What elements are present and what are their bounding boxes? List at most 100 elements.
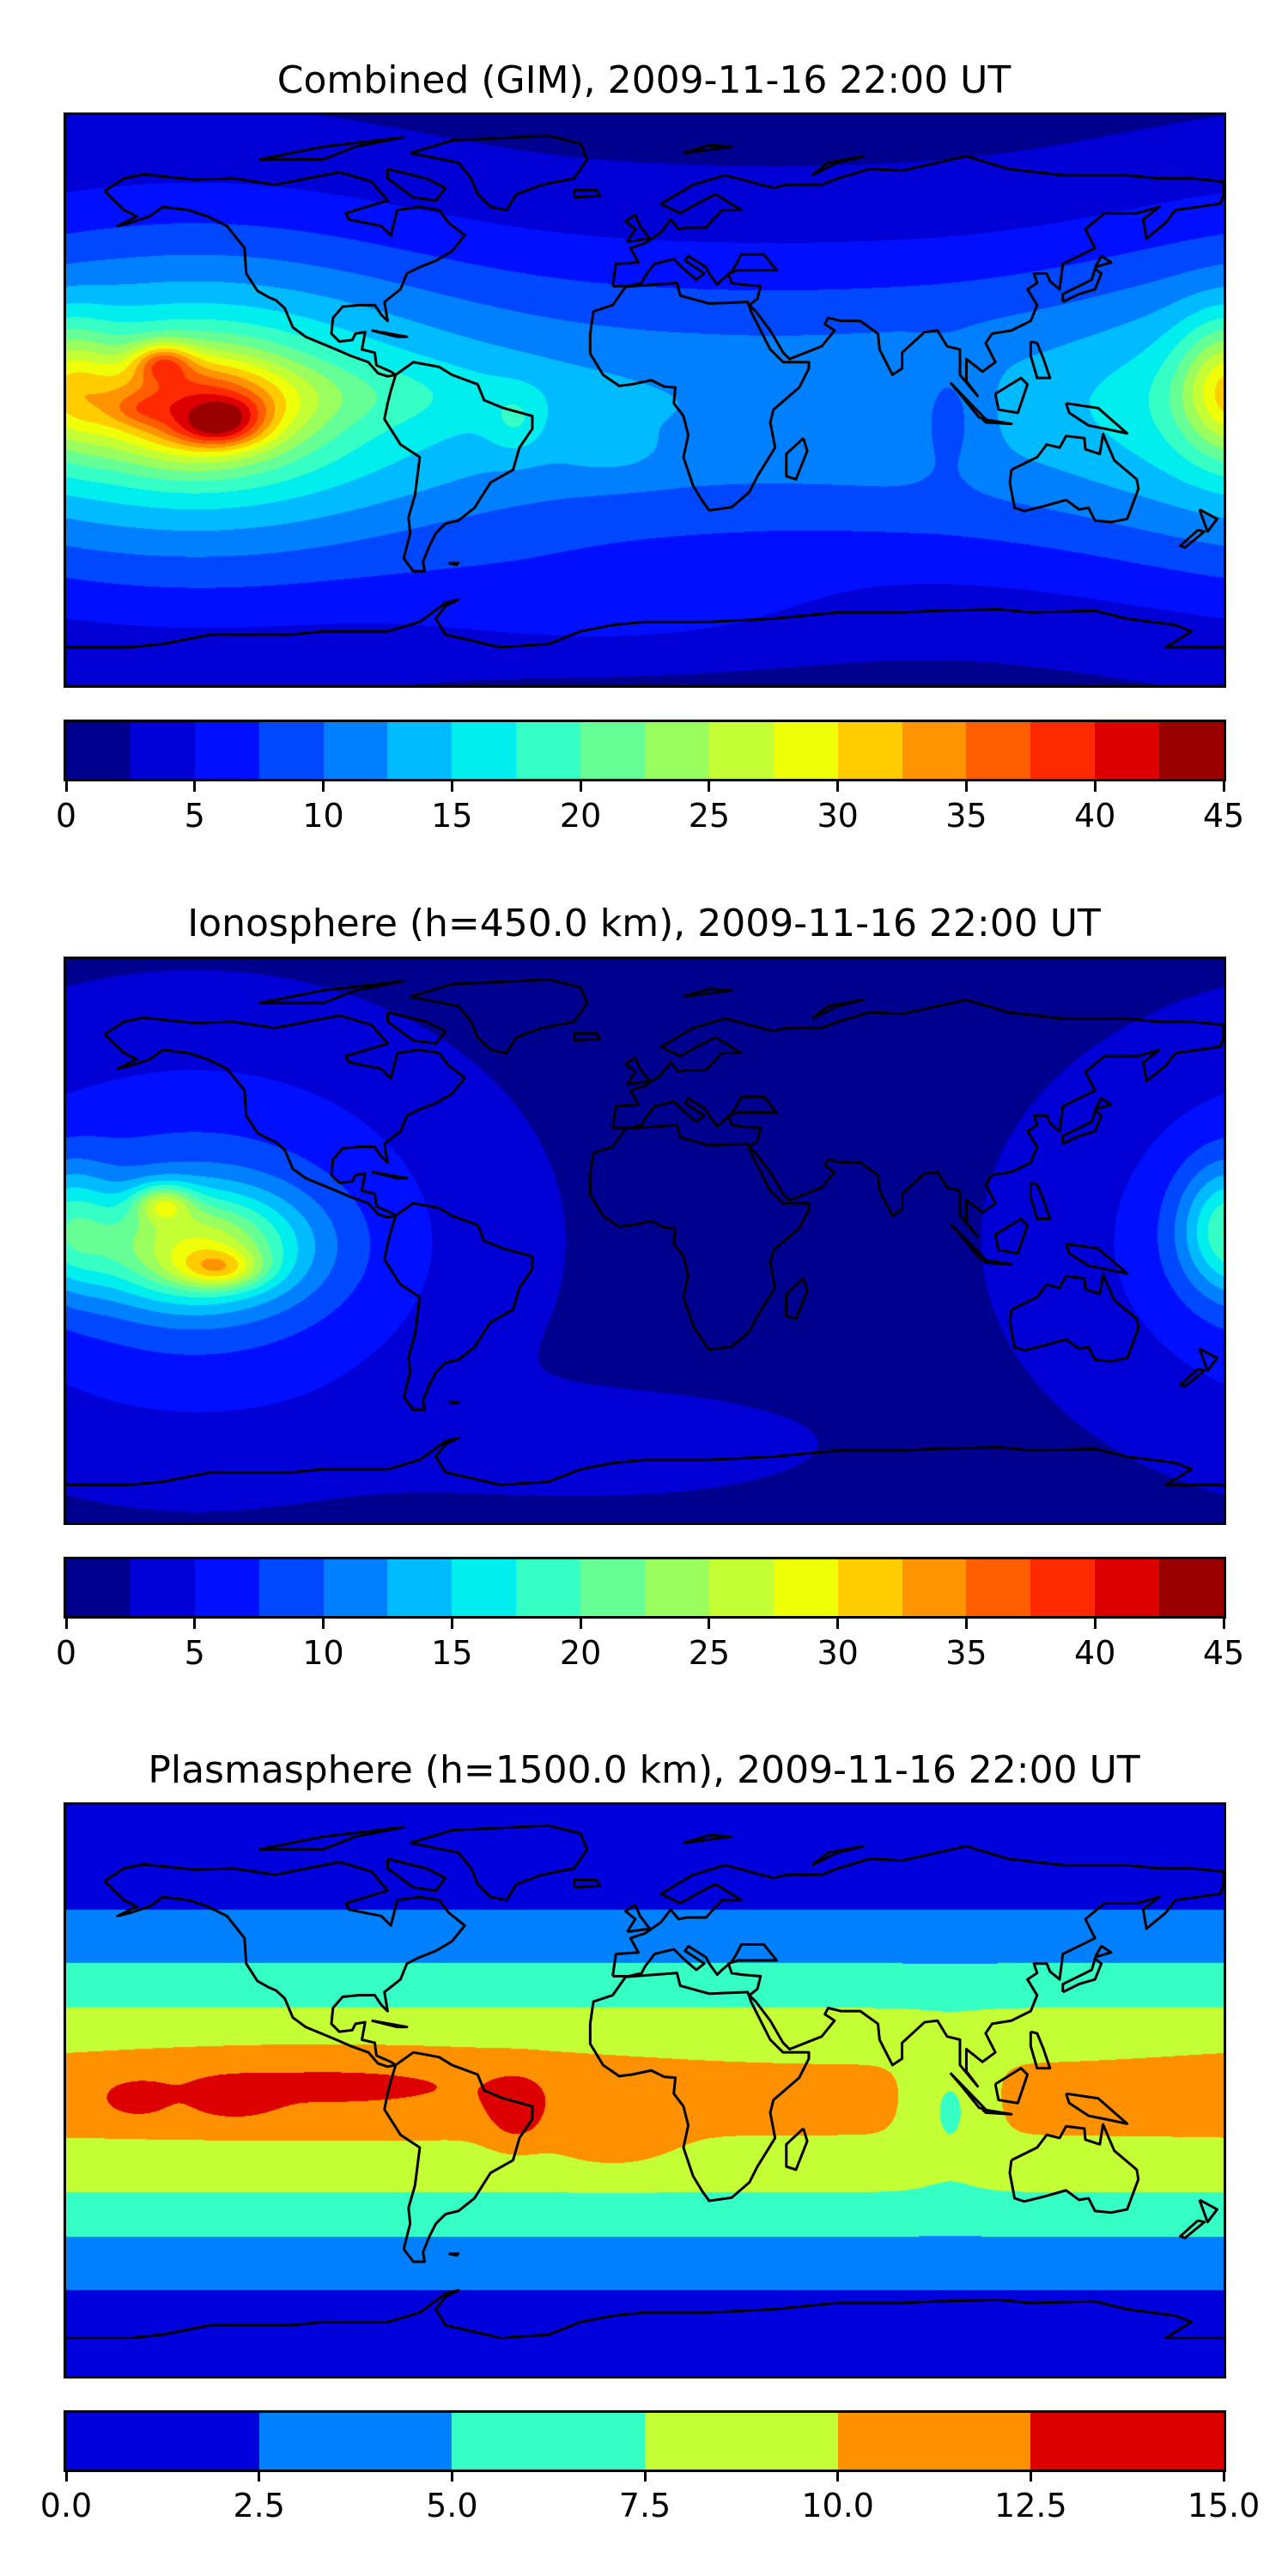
colorbar-level-11	[773, 722, 838, 779]
coastlines	[66, 1805, 1224, 2376]
tick-mark	[1093, 1617, 1097, 1629]
tick-mark	[64, 1617, 68, 1629]
tick-label: 0	[55, 797, 77, 835]
coastline-arctic-islands	[259, 981, 404, 1004]
tick-label: 5.0	[426, 2487, 478, 2524]
tick-mark	[579, 1617, 582, 1629]
coastline-cuba	[372, 1172, 407, 1178]
plasmasphere-tec-map	[64, 1802, 1226, 2379]
coastline-falklands	[449, 1401, 459, 1403]
tick-label: 7.5	[618, 2487, 671, 2524]
colorbar-level-1	[130, 722, 195, 779]
coastline-eurasia	[613, 156, 1224, 396]
coastline-nz-south	[1180, 1369, 1204, 1386]
colorbar-level-9	[645, 722, 709, 779]
colorbar-level-5	[1030, 2413, 1224, 2470]
tick-mark	[964, 1617, 968, 1629]
tick-mark	[708, 1617, 711, 1629]
coastline-nz-north	[1200, 2200, 1218, 2222]
colorbar-level-13	[902, 1559, 967, 1616]
tick-label: 0.0	[39, 2487, 93, 2524]
tick-mark	[1222, 780, 1225, 792]
coastline-cuba	[372, 331, 407, 337]
coastline-antarctica	[66, 2290, 1224, 2337]
tick-label: 15	[431, 1634, 473, 1672]
colorbar-level-4	[323, 722, 388, 779]
coastline-java	[982, 1260, 1012, 1264]
colorbar-level-16	[1095, 1559, 1160, 1616]
coastline-falklands	[449, 563, 459, 565]
tick-label: 2.5	[233, 2487, 285, 2524]
tick-mark	[450, 780, 453, 792]
coastline-java	[982, 419, 1012, 424]
coastline-new-guinea	[1066, 2093, 1127, 2123]
tick-mark	[708, 780, 711, 792]
ionosphere-map-title: Ionosphere (h=450.0 km), 2009-11-16 22:0…	[187, 902, 1101, 945]
ionosphere-colorbar-ticks: 0 5 10 15 20 25 30 35 40 45	[56, 1617, 1244, 1677]
ionosphere-contour-fill	[66, 959, 1224, 1522]
colorbar-level-10	[708, 722, 774, 779]
colorbar-level-17	[1159, 1559, 1224, 1616]
plasmasphere-colorbar-ticks: 0.0 2.5 5.0 7.5 10.0 12.5 15.0	[40, 2470, 1260, 2530]
tick-label: 45	[1202, 797, 1245, 835]
coastline-south-america	[385, 1203, 532, 1410]
coastline-uk	[626, 1058, 650, 1084]
coastline-south-america	[385, 2052, 532, 2262]
combined-colorbar-ticks: 0 5 10 15 20 25 30 35 40 45	[56, 780, 1244, 840]
coastline-new-guinea	[1066, 1244, 1127, 1274]
ionosphere-tec-map	[64, 957, 1226, 1525]
combined-tec-map	[64, 112, 1226, 688]
coastline-falklands	[449, 2253, 459, 2255]
colorbar-level-5	[387, 1559, 453, 1616]
colorbar-level-16	[1095, 722, 1160, 779]
coastline-uk	[626, 215, 650, 241]
coastline-philippines	[1030, 1183, 1049, 1219]
coastline-iceland	[574, 1880, 600, 1887]
tick-label: 40	[1074, 797, 1116, 835]
coastline-novaya-zemlya	[812, 156, 864, 175]
combined-map-title: Combined (GIM), 2009-11-16 22:00 UT	[276, 58, 1012, 102]
tick-mark	[836, 1617, 840, 1629]
tick-mark	[450, 1617, 453, 1629]
colorbar-level-1	[130, 1559, 195, 1616]
plasmasphere-map-title: Plasmasphere (h=1500.0 km), 2009-11-16 2…	[148, 1748, 1140, 1792]
tick-label: 10	[302, 797, 344, 835]
tick-mark	[579, 780, 582, 792]
coastline-iceland	[574, 190, 600, 197]
coastline-japan	[1063, 269, 1102, 302]
colorbar-level-3	[258, 722, 324, 779]
colorbar-level-7	[516, 722, 581, 779]
coastline-borneo	[995, 1218, 1027, 1253]
colorbar-level-6	[452, 722, 517, 779]
coastline-nz-south	[1180, 2221, 1204, 2238]
tick-label: 20	[559, 1634, 602, 1672]
colorbar-level-2	[194, 1559, 259, 1616]
colorbar-level-11	[773, 1559, 838, 1616]
colorbar-level-13	[902, 722, 967, 779]
colorbar-level-3	[258, 1559, 324, 1616]
colorbar-level-14	[966, 722, 1031, 779]
coastline-arctic-islands	[259, 137, 404, 160]
plasmasphere-colorbar	[64, 2410, 1226, 2472]
colorbar-level-15	[1030, 1559, 1096, 1616]
coastline-cuba	[372, 2020, 407, 2026]
tick-mark	[258, 2470, 261, 2482]
coastline-sumatra	[951, 2073, 986, 2109]
tick-label: 45	[1202, 1634, 1245, 1672]
colorbar-level-0	[66, 1559, 131, 1616]
coastline-madagascar	[787, 2129, 807, 2170]
coastline-africa	[590, 1973, 809, 2201]
coastline-novaya-zemlya	[812, 1846, 864, 1865]
tick-label: 25	[688, 797, 731, 835]
coastline-nz-north	[1200, 1349, 1218, 1371]
tick-mark	[450, 2470, 453, 2482]
colorbar-level-4	[323, 1559, 388, 1616]
tick-mark	[322, 1617, 325, 1629]
coastline-baffin	[387, 1859, 445, 1891]
coastline-new-guinea	[1066, 404, 1127, 434]
coastline-north-america	[105, 1016, 465, 1218]
coastline-north-america	[105, 1862, 465, 2067]
coastline-greenland	[410, 136, 587, 210]
colorbar-level-10	[708, 1559, 774, 1616]
coastline-africa	[590, 1125, 809, 1350]
